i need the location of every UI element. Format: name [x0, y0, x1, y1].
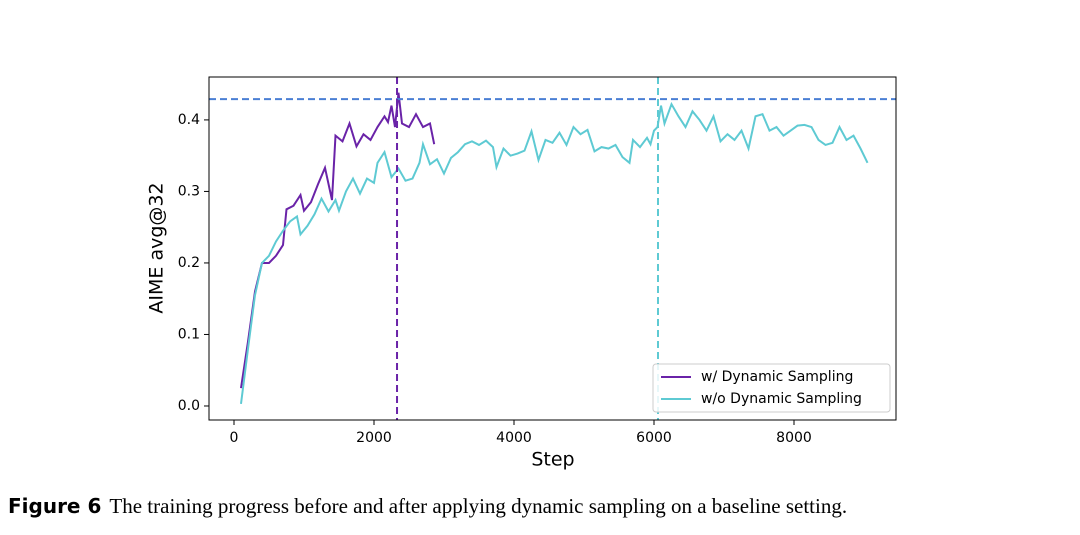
- x-axis-label: Step: [531, 449, 574, 471]
- chart: Step AIME avg@32 0 2000 4000 6000 8000 0.0 0.1…: [146, 76, 897, 471]
- caption-label: Figure 6: [8, 494, 102, 518]
- y-tick-label: 0.1: [178, 326, 200, 342]
- x-tick-label: 0: [230, 430, 239, 446]
- y-tick-label: 0.2: [178, 255, 200, 271]
- y-tick-label: 0.4: [178, 112, 200, 128]
- caption-text: The training progress before and after a…: [109, 494, 848, 518]
- y-tick-label: 0.0: [178, 398, 200, 414]
- line-series: [240, 92, 436, 389]
- legend-box: [652, 363, 891, 413]
- line-series: [239, 101, 869, 404]
- x-tick-label: 4000: [496, 430, 532, 446]
- y-tick-label: 0.3: [178, 183, 200, 199]
- y-axis-label: AIME avg@32: [146, 182, 168, 313]
- x-tick-label: 8000: [776, 430, 812, 446]
- legend-label: w/o Dynamic Sampling: [701, 391, 862, 407]
- x-tick-label: 6000: [636, 430, 672, 446]
- plot-frame: [208, 76, 897, 421]
- caption: Figure 6 The training progress before and…: [8, 494, 1080, 519]
- x-tick-label: 2000: [356, 430, 392, 446]
- legend-label: w/ Dynamic Sampling: [701, 369, 853, 385]
